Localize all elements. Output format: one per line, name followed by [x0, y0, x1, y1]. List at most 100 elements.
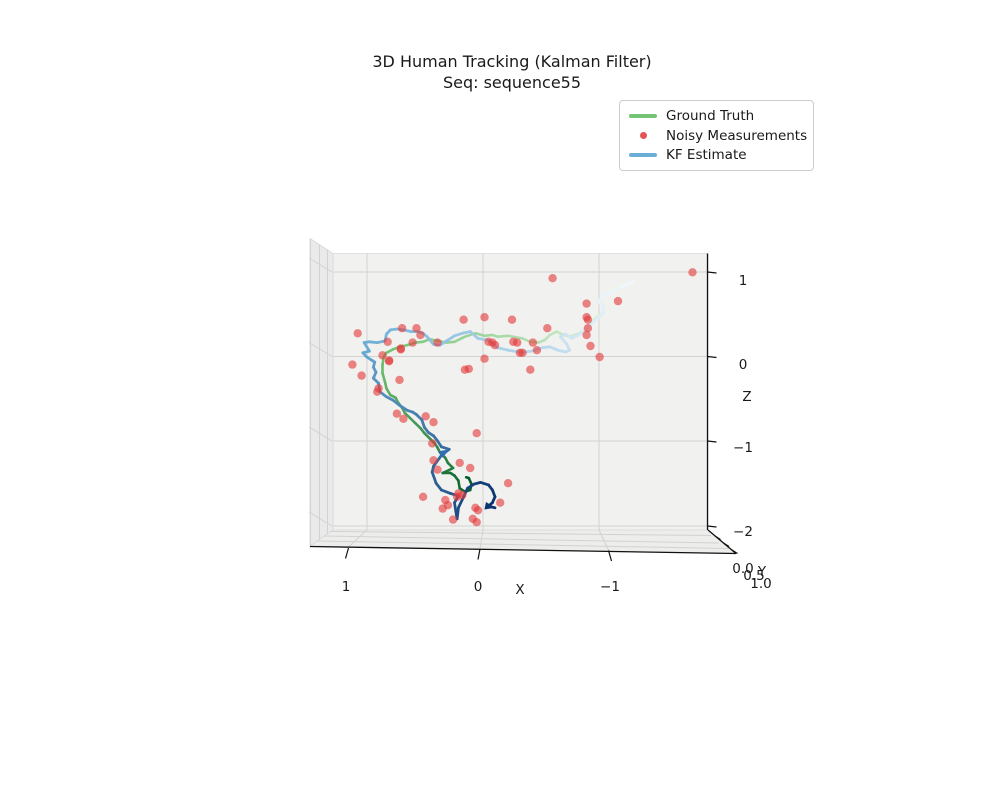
noisy-measurement-point — [383, 337, 392, 346]
noisy-measurement-point — [397, 324, 407, 333]
grid-line-x-floor — [348, 529, 368, 548]
y-axis-spine — [707, 529, 737, 554]
x-tick-label: 1 — [342, 579, 351, 595]
kf-estimate-segment — [548, 345, 560, 352]
noisy-measurement-point — [395, 375, 404, 385]
z-tick-label: 1 — [739, 273, 748, 289]
ground-truth-segment — [496, 334, 510, 339]
chart-title-line1: 3D Human Tracking (Kalman Filter) — [372, 52, 652, 71]
noisy-measurement-point — [433, 338, 442, 347]
z-tick-mark — [707, 271, 717, 274]
kf-estimate-segment — [445, 334, 456, 343]
noisy-measurement-point — [429, 418, 438, 427]
kf-estimate-segment — [425, 335, 435, 346]
noisy-measurements-dot-swatch — [629, 132, 657, 139]
noisy-measurement-point — [353, 329, 362, 338]
x-tick-mark — [344, 547, 350, 559]
noisy-measurement-point — [384, 356, 394, 365]
chart-title-line2: Seq: sequence55 — [442, 73, 582, 92]
kf-estimate-line-swatch — [629, 153, 657, 158]
noisy-measurement-point — [416, 330, 425, 340]
x-axis-label: X — [515, 582, 524, 598]
ground-truth-segment — [381, 371, 387, 384]
noisy-measurement-point — [688, 268, 697, 277]
noisy-measurement-point — [582, 299, 591, 308]
kf-estimate-direction-arrow — [484, 502, 495, 510]
noisy-measurement-point — [473, 506, 483, 515]
y-tick-label: 0.0 — [732, 561, 753, 577]
kf-estimate-segment — [468, 330, 480, 340]
z-axis-label: Z — [742, 389, 751, 405]
noisy-measurement-point — [513, 338, 522, 347]
y-tick-mark — [723, 542, 730, 548]
kf-estimate-segment — [616, 280, 636, 290]
noisy-measurement-point — [518, 348, 527, 357]
noisy-measurement-point — [595, 352, 604, 362]
noisy-measurement-point — [433, 465, 442, 474]
kf-estimate-segment — [362, 341, 371, 353]
legend-item-kf-estimate: KF Estimate — [629, 145, 805, 165]
kf-estimate-segment — [455, 506, 460, 521]
grid-line-z-wall — [308, 511, 333, 527]
noisy-measurement-point — [464, 364, 473, 374]
ground-truth-segment — [474, 331, 486, 338]
noisy-measurement-point — [428, 439, 437, 448]
noisy-measurement-point — [503, 479, 513, 488]
ground-truth-segment — [483, 333, 494, 338]
legend-item-noisy-measurements: Noisy Measurements — [629, 126, 807, 146]
noisy-measurement-point — [548, 274, 557, 283]
noisy-measurement-point — [459, 315, 468, 324]
grid-line-z-wall — [308, 257, 333, 273]
grid-line-z-wall — [308, 426, 333, 442]
noisy-measurement-point — [378, 351, 387, 360]
kf-estimate-segment — [559, 335, 569, 346]
noisy-measurement-point — [396, 344, 405, 353]
noisy-measurement-point — [496, 498, 505, 507]
y-tick-mark — [714, 535, 721, 541]
kf-estimate-segment — [570, 332, 582, 340]
grid-line-z-wall — [308, 342, 333, 357]
noisy-measurement-point — [418, 492, 428, 501]
noisy-measurement-point — [399, 414, 408, 423]
ground-truth-segment — [445, 340, 456, 344]
ground-truth-segment — [464, 475, 471, 480]
kf-estimate-segment — [600, 286, 620, 299]
y-tick-mark — [731, 549, 738, 555]
noisy-measurement-point — [472, 429, 481, 438]
legend: Ground Truth Noisy Measurements KF Estim… — [619, 100, 814, 171]
noisy-measurement-point — [532, 346, 542, 355]
noisy-measurement-point — [480, 354, 489, 363]
noisy-measurement-point — [528, 338, 538, 347]
legend-label: Ground Truth — [666, 107, 755, 124]
noisy-measurement-point — [466, 463, 475, 473]
noisy-measurement-point — [348, 360, 357, 369]
y-tick-label: 0.5 — [743, 568, 764, 584]
ground-truth-segment — [453, 335, 467, 344]
kf-estimate-segment — [430, 470, 438, 485]
grid-line-y-floor — [329, 531, 712, 536]
x-axis-spine — [309, 545, 737, 555]
z-tick-label: 0 — [739, 357, 748, 373]
z-tick-label: −2 — [733, 524, 753, 540]
grid-line-y-floor — [316, 540, 729, 549]
ground-truth-line-swatch — [629, 113, 657, 118]
noisy-measurement-point — [429, 456, 438, 465]
noisy-measurement-point — [412, 324, 421, 333]
noisy-measurement-point — [583, 315, 593, 324]
kf-estimate-direction-arrow — [438, 449, 450, 458]
noisy-measurement-point — [408, 338, 417, 347]
noisy-measurement-point — [421, 412, 430, 421]
noisy-measurement-point — [357, 371, 366, 380]
grid-line-y-floor — [323, 535, 720, 544]
z-tick-label: −1 — [733, 440, 753, 456]
x-tick-label: 0 — [474, 579, 483, 595]
noisy-measurement-point — [455, 458, 464, 468]
noisy-measurement-point — [586, 341, 595, 351]
pane-left-wall — [309, 237, 334, 547]
z-tick-mark — [707, 440, 717, 443]
kf-estimate-segment — [453, 501, 458, 513]
kf-estimate-segment — [398, 403, 409, 412]
noisy-measurement-point — [543, 324, 552, 333]
kf-estimate-segment — [434, 481, 443, 492]
